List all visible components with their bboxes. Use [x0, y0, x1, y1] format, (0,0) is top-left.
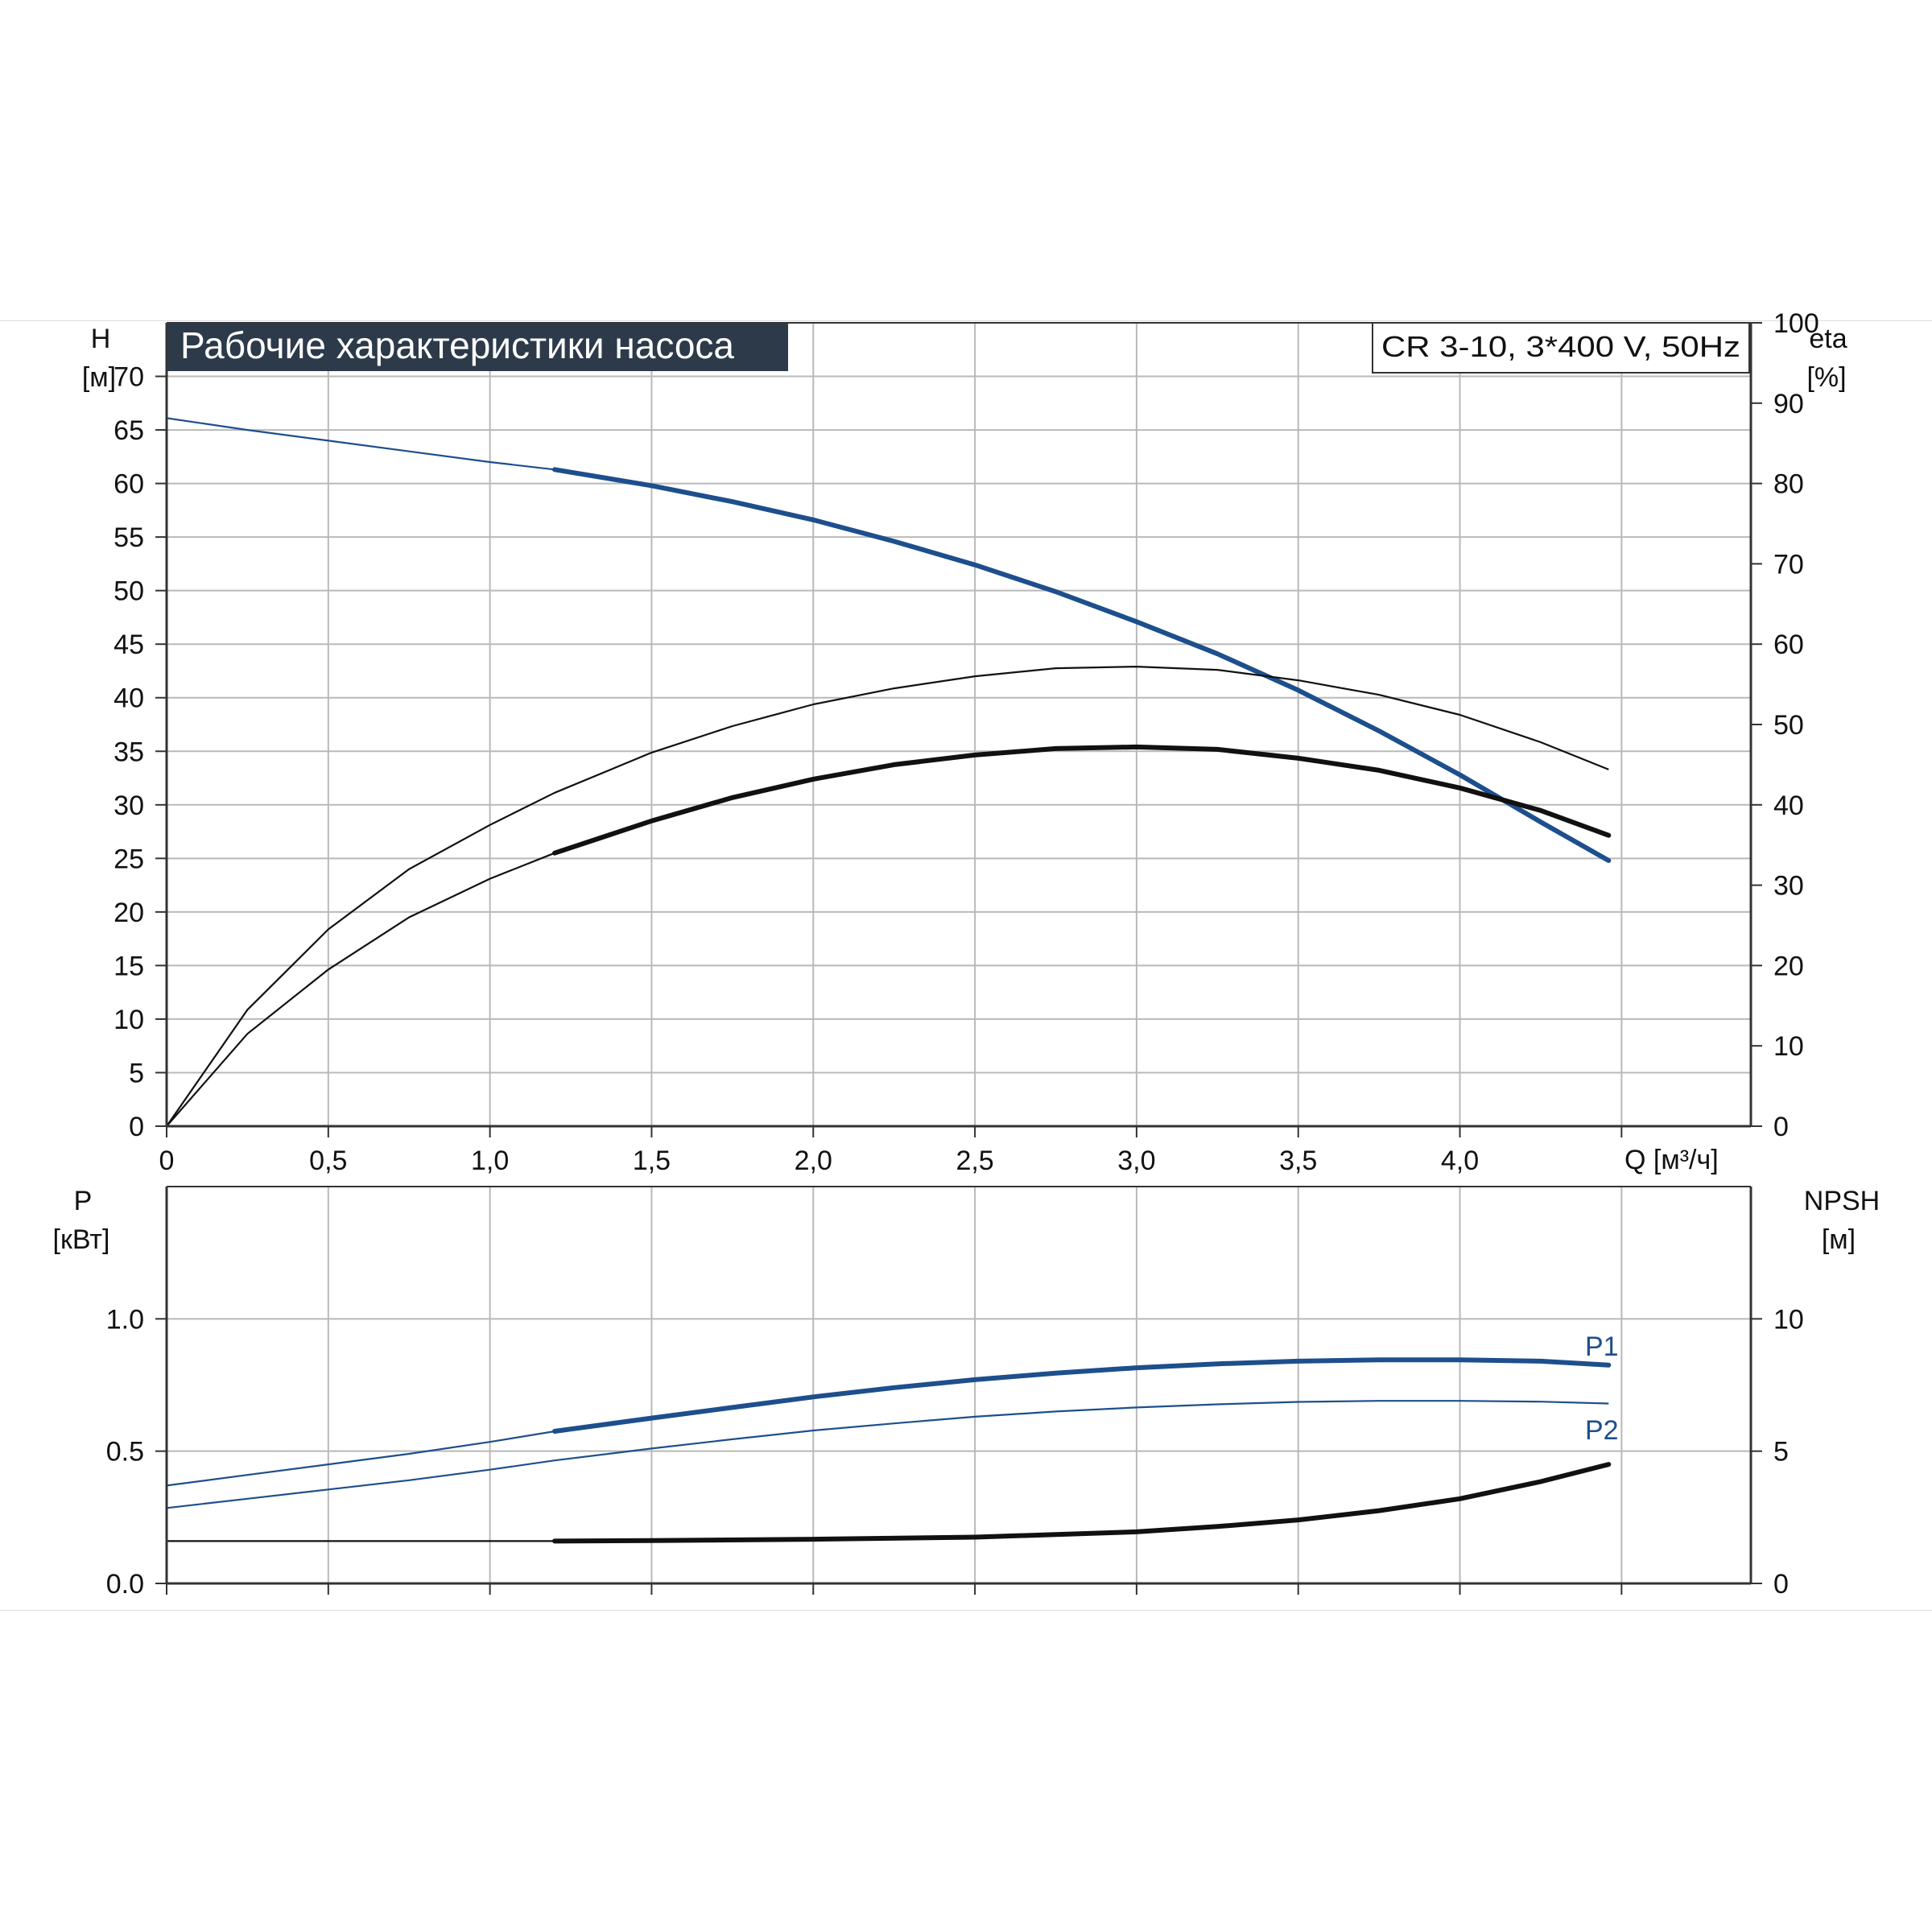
right-tick-label: 0 — [1773, 1569, 1789, 1600]
left-tick-label: 10 — [114, 1005, 144, 1035]
npsh-axis-label: NPSH — [1804, 1186, 1880, 1216]
curve-0-s2-operating — [552, 744, 1612, 856]
curve-layer — [166, 417, 1612, 1544]
left-tick-label: 70 — [114, 362, 144, 393]
tick-layer: 0510152025303540455055606570010203040506… — [106, 308, 1819, 1600]
left-tick-label: 0.5 — [106, 1437, 144, 1468]
x-tick-label: 1,5 — [633, 1146, 671, 1176]
bottom-divider — [0, 1610, 1932, 1611]
curve-1-p1 — [166, 1359, 1609, 1487]
chart-title: Рабочие характеристики насоса — [180, 324, 734, 366]
left-tick-label: 60 — [114, 469, 144, 500]
top-divider — [0, 320, 1932, 321]
left-tick-label: 45 — [114, 630, 144, 660]
left-tick-label: 20 — [114, 898, 144, 928]
right-tick-label: 10 — [1773, 1304, 1804, 1335]
left-tick-label: 65 — [114, 415, 144, 446]
right-tick-label: 50 — [1773, 710, 1804, 741]
x-tick-label: 3,5 — [1279, 1146, 1317, 1176]
curve-1-s2-operating — [552, 1462, 1612, 1544]
series-label-p1: P1 — [1585, 1331, 1619, 1362]
left-tick-label: 55 — [114, 522, 144, 553]
left-tick-label: 50 — [114, 576, 144, 607]
right-tick-label: 40 — [1773, 791, 1804, 821]
model-box — [1372, 322, 1750, 374]
left-tick-label: 0.0 — [106, 1569, 144, 1600]
curve-0-s2 — [166, 745, 1609, 1127]
h-axis-unit: [м] — [82, 362, 116, 393]
p-axis-label: P — [74, 1186, 93, 1216]
curve-1-s2 — [167, 1463, 1609, 1542]
x-tick-label: 2,0 — [795, 1146, 832, 1176]
left-tick-label: 30 — [114, 791, 144, 821]
right-tick-label: 5 — [1773, 1437, 1789, 1468]
p-axis-unit: [кВт] — [53, 1224, 110, 1255]
right-tick-label: 100 — [1773, 308, 1819, 339]
right-tick-label: 80 — [1773, 469, 1804, 500]
model-label: CR 3-10, 3*400 V, 50Hz — [1381, 330, 1740, 363]
curve-1-p1-operating — [552, 1357, 1612, 1434]
curve-0-s1 — [166, 666, 1609, 1127]
right-tick-label: 70 — [1773, 549, 1804, 580]
x-tick-label: 0,5 — [309, 1146, 347, 1176]
left-tick-label: 1.0 — [106, 1304, 144, 1335]
left-tick-label: 0 — [129, 1112, 144, 1142]
right-tick-label: 10 — [1773, 1031, 1804, 1062]
h-axis-label: H — [91, 324, 111, 354]
right-tick-label: 30 — [1773, 871, 1804, 902]
x-tick-label: 4,0 — [1441, 1146, 1479, 1176]
x-tick-label: 2,5 — [956, 1146, 993, 1176]
eta-axis-label: eta — [1809, 324, 1847, 354]
left-tick-label: 5 — [129, 1058, 144, 1088]
x-tick-label: 1,0 — [471, 1146, 509, 1176]
grid-layer — [167, 323, 1751, 1583]
curve-0-s0-operating — [552, 467, 1612, 863]
title-banner — [167, 323, 788, 371]
right-tick-label: 0 — [1773, 1112, 1789, 1142]
eta-axis-unit: [%] — [1806, 362, 1846, 393]
x-tick-label: 0 — [159, 1146, 175, 1176]
left-tick-label: 15 — [114, 951, 144, 981]
left-tick-label: 35 — [114, 737, 144, 767]
q-axis-label: Q [м³/ч] — [1624, 1145, 1719, 1175]
right-tick-label: 90 — [1773, 389, 1804, 419]
right-tick-label: 20 — [1773, 951, 1804, 981]
left-tick-label: 40 — [114, 683, 144, 714]
curve-0-s0 — [166, 417, 1609, 861]
curve-1-p2 — [166, 1400, 1609, 1509]
left-tick-label: 25 — [114, 844, 144, 874]
series-label-p2: P2 — [1585, 1415, 1619, 1446]
right-tick-label: 60 — [1773, 630, 1804, 660]
x-tick-label: 3,0 — [1117, 1146, 1155, 1176]
npsh-axis-unit: [м] — [1822, 1224, 1856, 1255]
frame-layer — [165, 322, 1752, 1585]
